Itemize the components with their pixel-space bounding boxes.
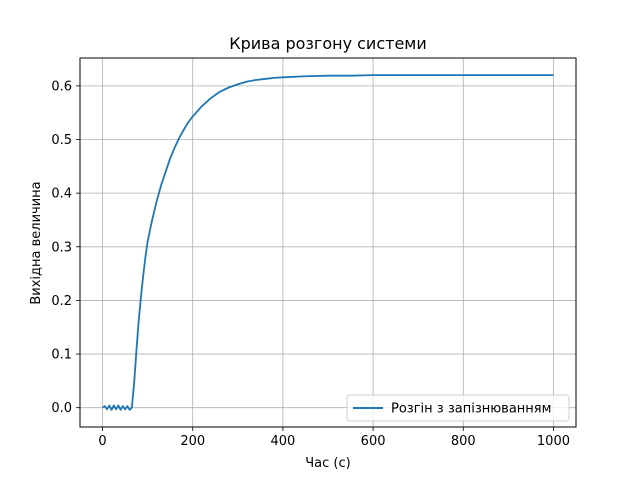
- y-tick-label: 0.3: [51, 240, 72, 255]
- x-tick-label: 1000: [537, 434, 570, 449]
- x-tick-label: 200: [180, 434, 205, 449]
- grid: [80, 58, 576, 427]
- y-tick-label: 0.1: [51, 348, 72, 363]
- y-tick-label: 0.0: [51, 401, 72, 416]
- x-tick-label: 400: [270, 434, 295, 449]
- y-axis-label: Вихідна величина: [29, 181, 44, 304]
- y-tick-label: 0.5: [51, 133, 72, 148]
- y-tick-label: 0.2: [51, 294, 72, 309]
- series-lines: [102, 74, 554, 411]
- chart-title: Крива розгону системи: [229, 34, 427, 53]
- legend: Розгін з запізнюванням: [346, 394, 570, 422]
- legend-label: Розгін з запізнюванням: [391, 402, 551, 417]
- x-tick-label: 0: [98, 434, 106, 449]
- series-line-0: [102, 74, 554, 411]
- plot-area-frame: [79, 57, 577, 428]
- y-tick-label: 0.4: [51, 187, 72, 202]
- x-axis-label: Час (с): [305, 456, 350, 471]
- x-tick-label: 800: [451, 434, 476, 449]
- legend-box: [346, 394, 570, 422]
- x-tick-label: 600: [361, 434, 386, 449]
- y-tick-label: 0.6: [51, 79, 72, 94]
- axis-ticks: 0 200 400 600 800 1000 0.0 0.1 0.2 0.3 0.4 0.5 0.6: [51, 79, 570, 449]
